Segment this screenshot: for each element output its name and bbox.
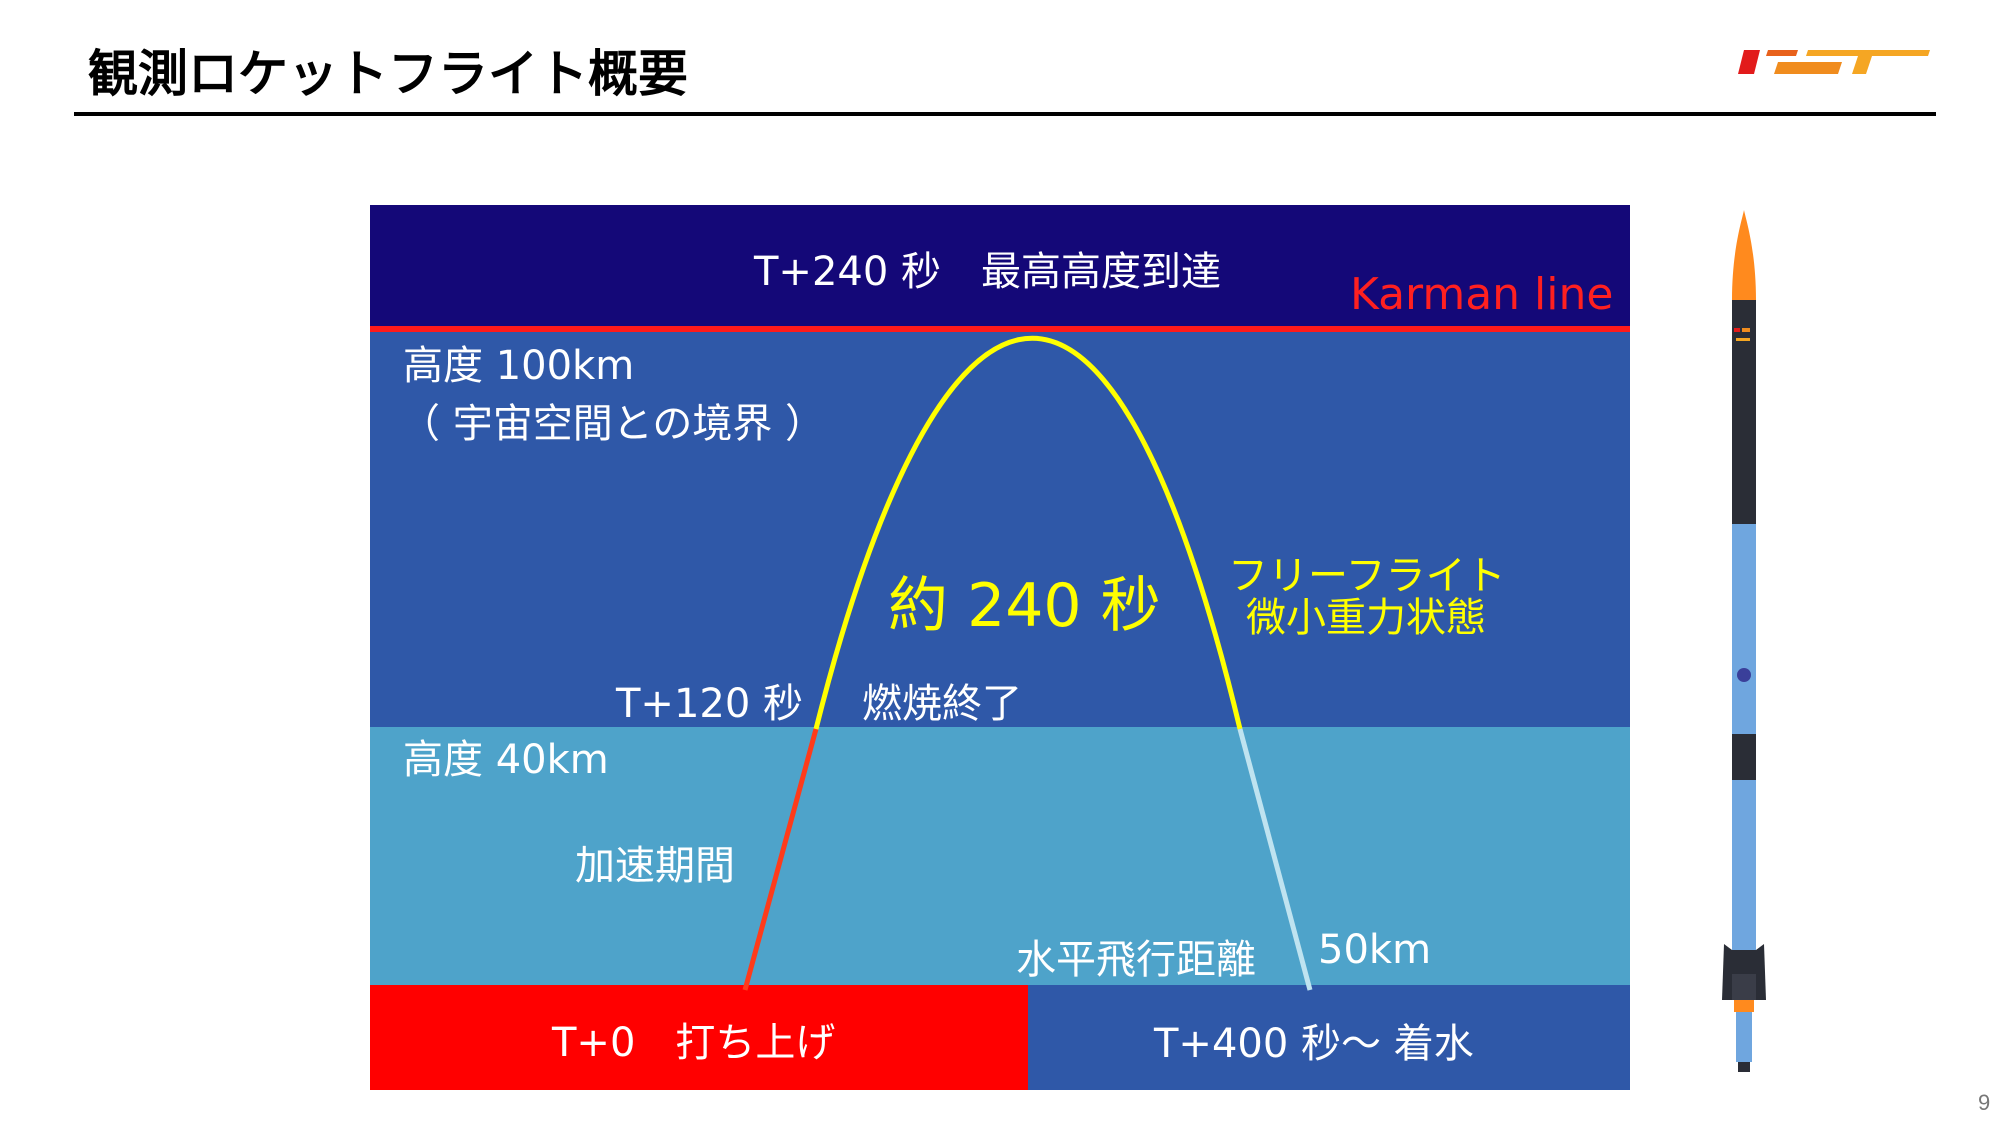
company-logo-icon xyxy=(1738,50,1930,74)
microgravity-label: 微小重力状態 xyxy=(1246,595,1486,641)
boost-trajectory xyxy=(742,728,819,991)
altitude-40km-label: 高度 40km xyxy=(403,737,609,783)
karman-line-label: Karman line xyxy=(1350,269,1614,320)
lower-atmosphere-band xyxy=(370,727,1630,985)
horizontal-distance-label: 水平飛行距離 xyxy=(1016,937,1256,983)
space-boundary-label: （ 宇宙空間との境界 ） xyxy=(400,401,826,447)
apogee-label: T+240 秒 最高高度到達 xyxy=(754,249,1222,295)
burnout-label: 燃焼終了 xyxy=(862,681,1022,727)
page-number: 9 xyxy=(1978,1090,1991,1115)
splashdown-label: T+400 秒〜 着水 xyxy=(1154,1021,1474,1067)
flight-duration-label: 約 240 秒 xyxy=(888,571,1161,641)
flight-diagram: Karman line T+240 秒 最高高度到達 高度 100km （ 宇宙… xyxy=(370,205,1630,1090)
horizontal-distance-value: 50km xyxy=(1318,927,1432,973)
title-divider xyxy=(74,112,1936,116)
launch-box xyxy=(370,985,1028,1090)
launch-label: T+0 打ち上げ xyxy=(552,1020,836,1066)
acceleration-label: 加速期間 xyxy=(575,843,735,889)
space-band xyxy=(370,205,1630,327)
altitude-100km-label: 高度 100km xyxy=(403,343,635,389)
upper-atmosphere-band xyxy=(370,327,1630,727)
free-flight-label: フリーフライト xyxy=(1228,553,1506,599)
trajectory-chart xyxy=(370,326,1630,991)
page-title: 観測ロケットフライト概要 xyxy=(88,45,688,103)
coast-trajectory xyxy=(813,335,1243,730)
rocket-icon xyxy=(1722,210,1766,1072)
descent-trajectory xyxy=(1237,728,1313,991)
splashdown-box xyxy=(1028,985,1630,1090)
burnout-time-label: T+120 秒 xyxy=(616,681,804,727)
